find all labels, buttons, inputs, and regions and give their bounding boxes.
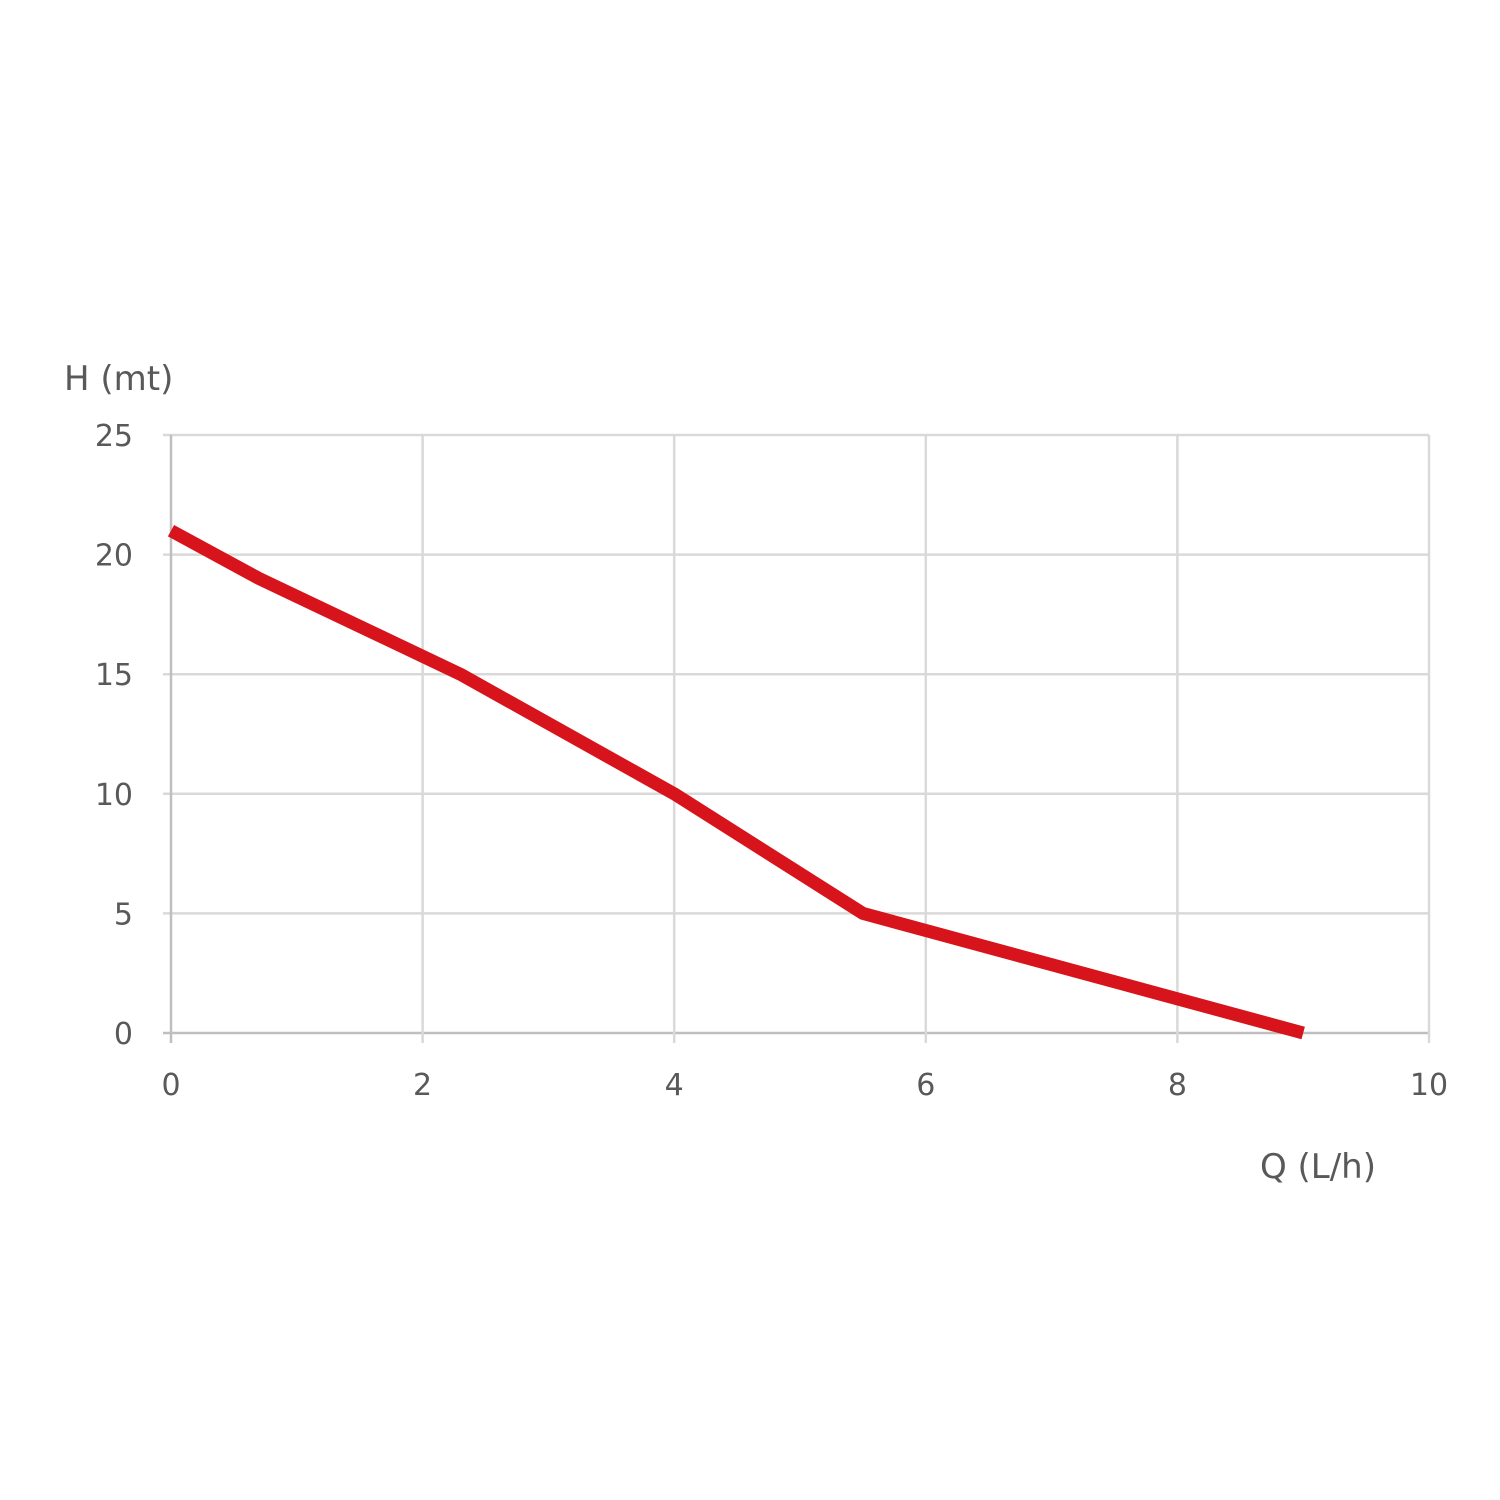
series-line — [167, 524, 1305, 1040]
y-tick-label: 20 — [95, 539, 133, 574]
y-tick-label: 25 — [95, 419, 133, 454]
y-tick-label: 5 — [114, 897, 133, 932]
grid — [163, 433, 1431, 1043]
y-tick-label: 15 — [95, 658, 133, 693]
series-layer — [167, 524, 1305, 1040]
tick-labels: 0 5 10 15 20 25 0 2 4 6 8 10 — [95, 419, 1448, 1103]
x-tick-label: 0 — [161, 1068, 180, 1103]
x-tick-label: 4 — [665, 1068, 684, 1103]
x-tick-label: 8 — [1168, 1068, 1187, 1103]
y-tick-label: 10 — [95, 778, 133, 813]
x-tick-label: 10 — [1410, 1068, 1448, 1103]
y-tick-label: 0 — [114, 1017, 133, 1052]
x-axis-title: Q (L/h) — [1260, 1147, 1376, 1187]
x-tick-label: 6 — [916, 1068, 935, 1103]
x-tick-label: 2 — [413, 1068, 432, 1103]
y-axis-title: H (mt) — [64, 359, 173, 399]
